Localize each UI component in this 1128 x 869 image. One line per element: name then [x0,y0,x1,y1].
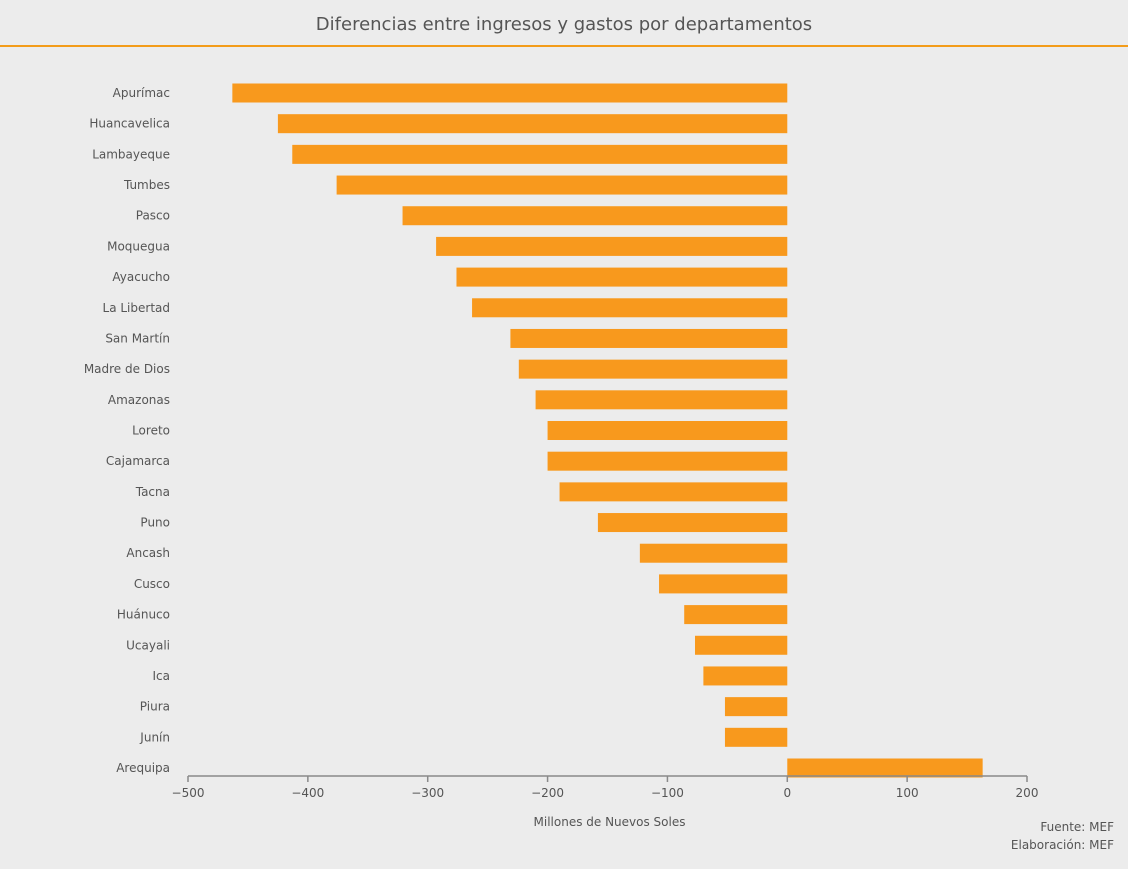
category-label: Arequipa [116,761,170,775]
bar-junín [724,727,788,747]
category-label: Huancavelica [89,117,170,131]
category-label: Lambayeque [92,147,170,161]
credit-note: Elaboración: MEF [1010,838,1114,852]
category-label: Moquegua [107,239,170,253]
bar-ica [703,666,788,686]
bar-piura [724,697,788,717]
bar-ucayali [694,635,788,655]
bar-tacna [559,482,788,502]
chart-title: Diferencias entre ingresos y gastos por … [315,14,813,35]
category-label: Puno [140,516,170,530]
category-label: Ica [153,669,171,683]
category-label: Cusco [134,577,170,591]
bar-cusco [659,574,788,594]
category-label: Huánuco [117,608,170,622]
bar-pasco [402,206,788,226]
bar-ancash [639,543,788,563]
category-label: La Libertad [103,301,170,315]
category-label: Cajamarca [106,454,170,468]
source-note: Fuente: MEF [1040,820,1114,834]
x-tick-label: −200 [531,786,564,800]
category-label: Apurímac [113,86,170,100]
category-label: Loreto [132,424,170,438]
bar-amazonas [535,390,788,410]
bar-cajamarca [547,451,788,471]
category-label: Ancash [126,546,170,560]
bar-ayacucho [456,267,788,287]
category-label: Madre de Dios [84,362,170,376]
bar-huánuco [684,605,788,625]
category-label: Tumbes [123,178,170,192]
x-tick-label: 100 [896,786,919,800]
x-tick-label: 0 [783,786,791,800]
bar-arequipa [787,758,983,778]
bar-loreto [547,421,788,440]
title-divider [0,45,1128,47]
bar-apurímac [232,83,788,103]
category-label: San Martín [105,331,170,345]
category-label: Pasco [136,209,170,223]
bar-puno [597,513,788,533]
bar-madre-de-dios [518,359,788,379]
x-tick-label: −500 [172,786,205,800]
category-label: Ayacucho [112,270,170,284]
bar-la-libertad [472,298,788,318]
category-label: Piura [140,700,170,714]
x-tick-label: −300 [411,786,444,800]
bar-moquegua [436,236,788,256]
x-tick-label: −400 [291,786,324,800]
bar-san-martín [510,328,788,348]
x-axis-label: Millones de Nuevos Soles [534,815,686,829]
category-label: Ucayali [126,638,170,652]
bar-tumbes [336,175,788,195]
category-label: Amazonas [108,393,170,407]
bar-huancavelica [277,114,788,134]
bar-lambayeque [292,144,788,164]
x-tick-label: 200 [1016,786,1039,800]
x-tick-label: −100 [651,786,684,800]
category-label: Junín [139,730,170,744]
category-label: Tacna [135,485,170,499]
